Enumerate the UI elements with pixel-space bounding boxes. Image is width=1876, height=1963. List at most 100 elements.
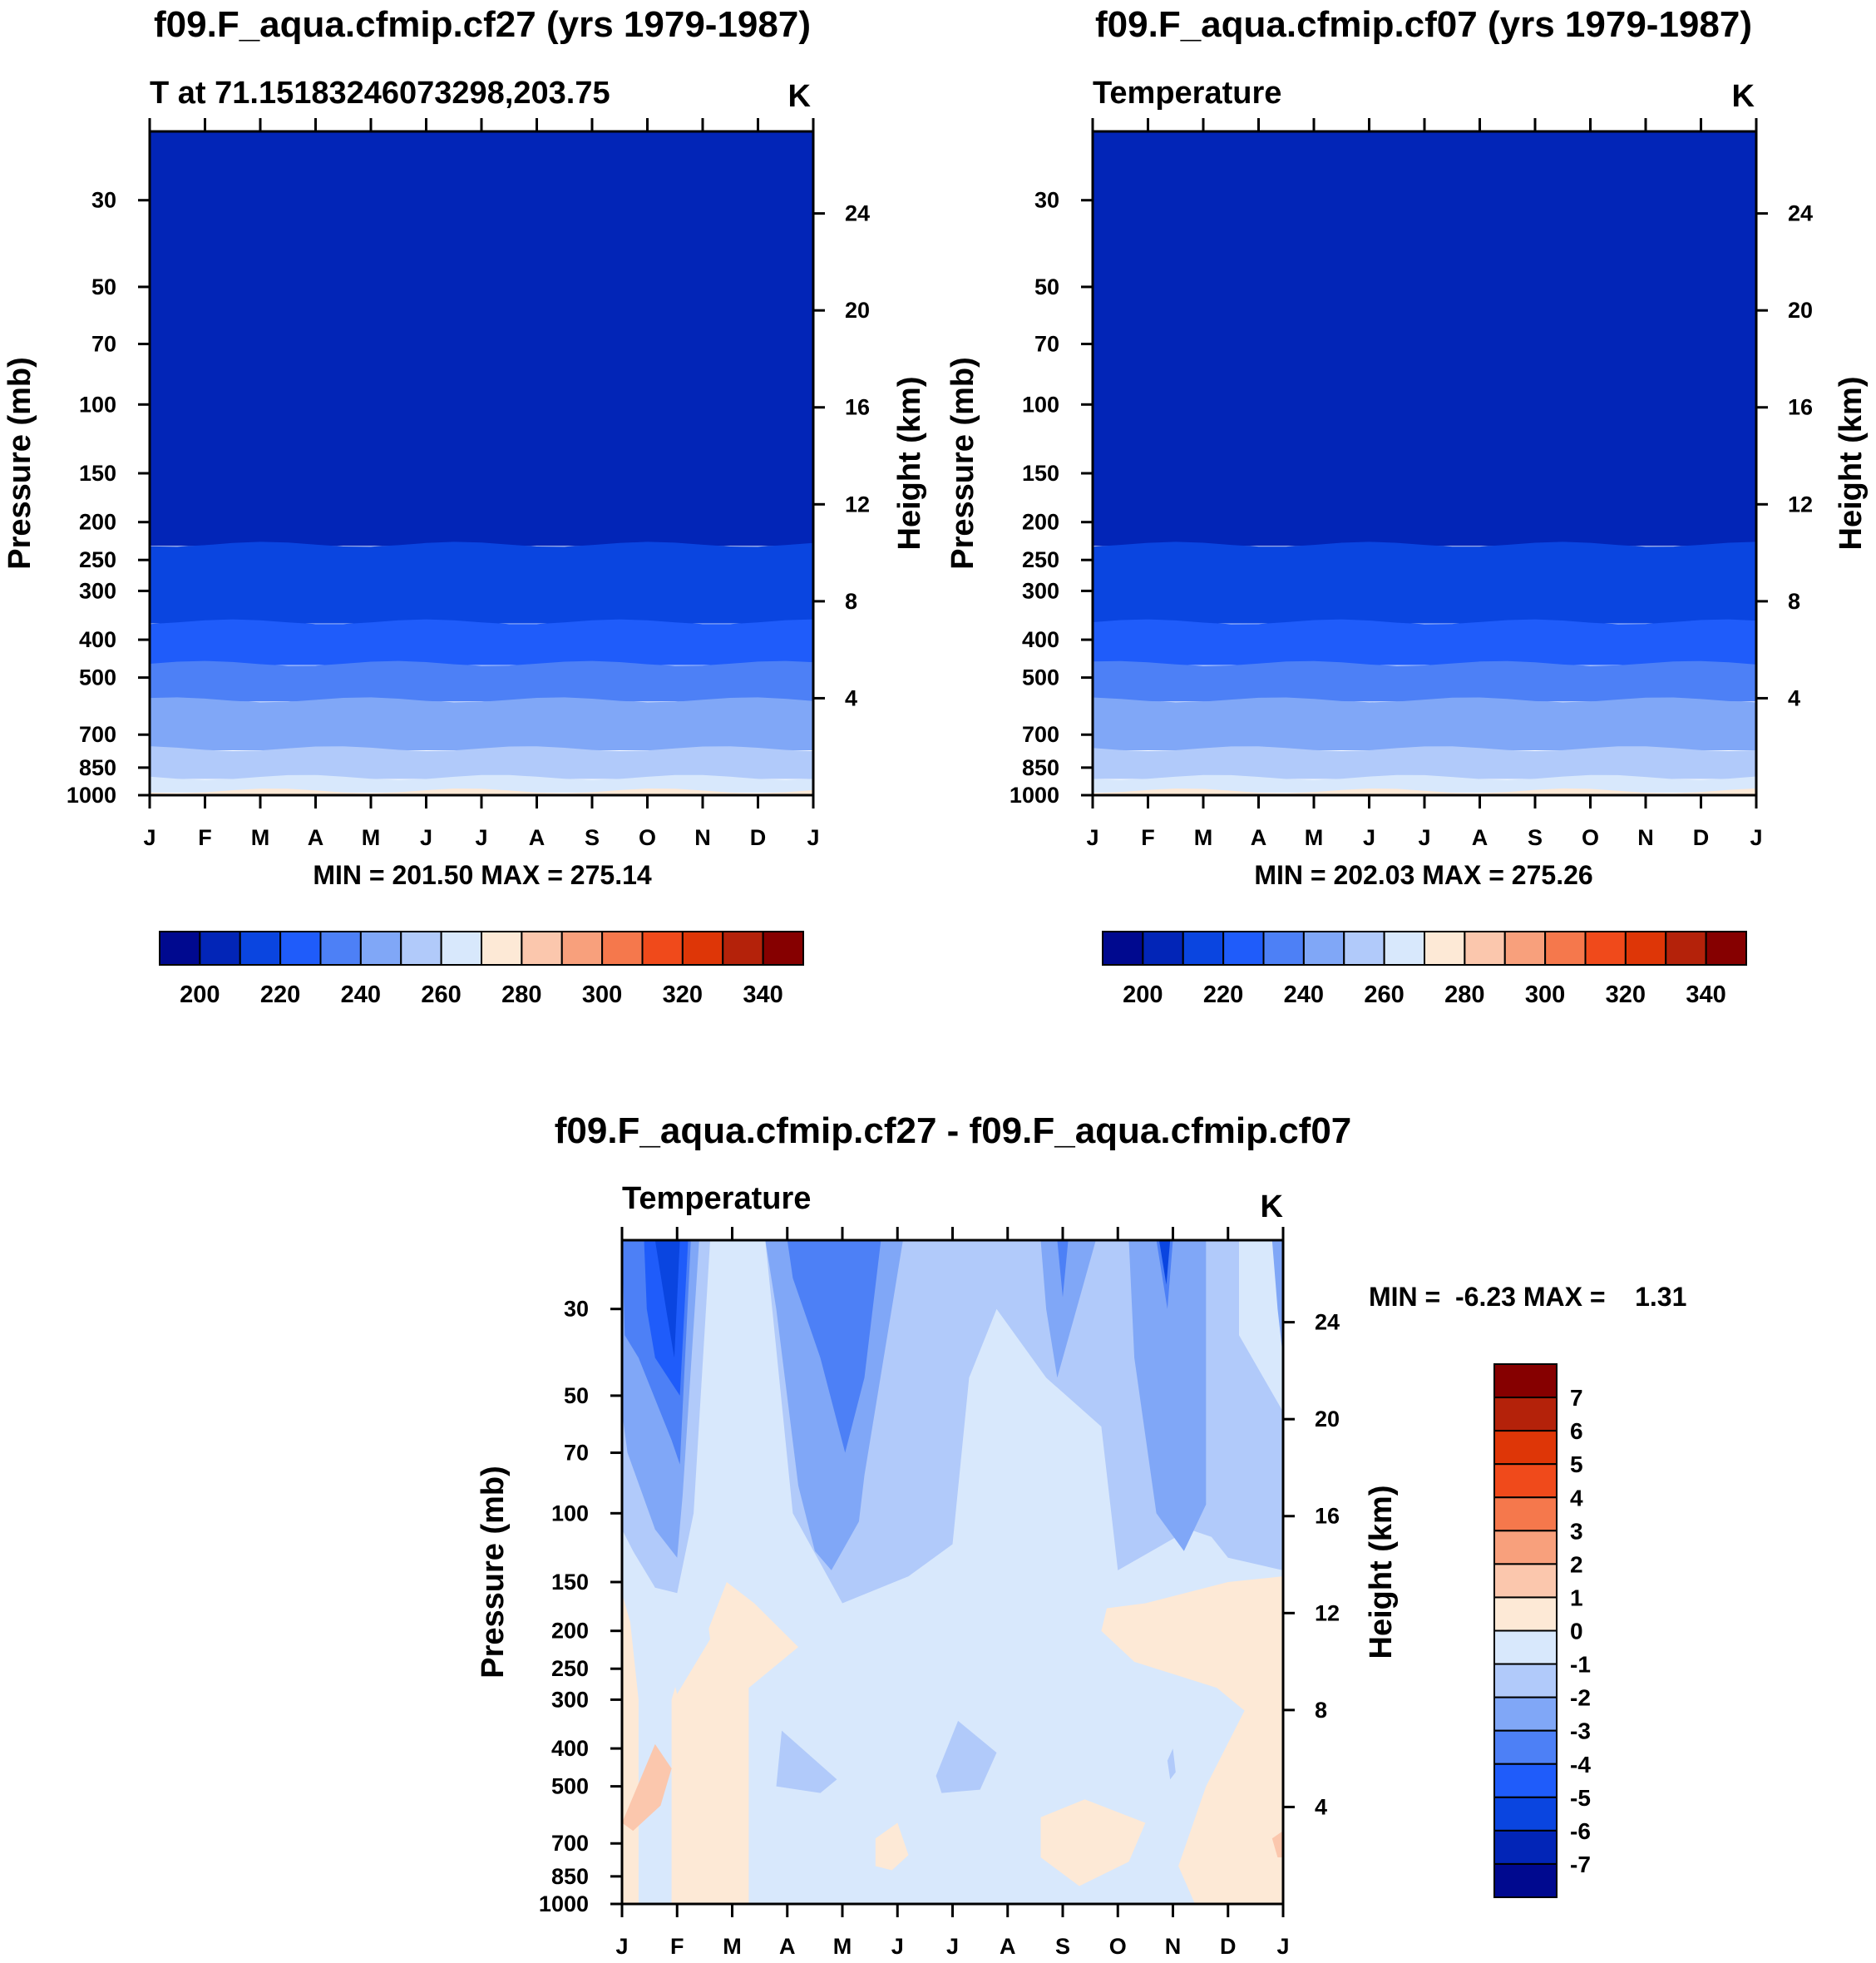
colorbar-box xyxy=(1102,931,1144,966)
y-tick-label: 300 xyxy=(1022,578,1059,603)
colorbar-label: 280 xyxy=(501,982,541,1008)
y-tick-label: 70 xyxy=(564,1441,589,1466)
x-tick-label: M xyxy=(833,1934,852,1959)
y-tick-label: 700 xyxy=(551,1831,589,1856)
contour-region--1.5 xyxy=(776,1730,837,1793)
colorbar-box xyxy=(1544,931,1587,966)
colorbar-label: -6 xyxy=(1570,1818,1591,1844)
x-tick-label: M xyxy=(1305,825,1324,850)
colorbar-label: 260 xyxy=(1364,982,1404,1008)
y-tick-label: 500 xyxy=(79,665,116,690)
x-tick-label: J xyxy=(1418,825,1430,850)
colorbar-box xyxy=(1493,1496,1558,1532)
contour-fill xyxy=(150,131,813,795)
height-tick-label: 12 xyxy=(1315,1600,1340,1625)
colorbar-label: 1 xyxy=(1570,1585,1583,1610)
colorbar-box xyxy=(1424,931,1466,966)
y-tick-label: 100 xyxy=(551,1501,589,1525)
x-tick-label: D xyxy=(1693,825,1710,850)
contour-region--5.5 xyxy=(654,1240,680,1358)
colorbar-label: 340 xyxy=(1686,982,1725,1008)
panel-cf07-title: f09.F_aqua.cfmip.cf07 (yrs 1979-1987) xyxy=(1095,4,1752,45)
colorbar-box xyxy=(1493,1796,1558,1832)
colorbar-label: 260 xyxy=(421,982,461,1008)
y-tick-label: 50 xyxy=(91,274,116,299)
height-tick-label: 16 xyxy=(1788,395,1813,420)
contour-region--2.5 xyxy=(1040,1240,1096,1378)
colorbar-label: -4 xyxy=(1570,1752,1591,1778)
y-tick-label: 1000 xyxy=(1010,783,1059,808)
x-tick-label: J xyxy=(143,825,156,850)
contour-band-235 xyxy=(1093,660,1756,702)
contour-region--3.5 xyxy=(1057,1240,1069,1298)
contour-region-0.5 xyxy=(875,1822,909,1871)
colorbar-label: -3 xyxy=(1570,1718,1591,1744)
contour-region--3.5 xyxy=(787,1240,881,1453)
colorbar-box xyxy=(1665,931,1707,966)
colorbar-box xyxy=(1464,931,1506,966)
colorbar-box xyxy=(1584,931,1627,966)
panel-difference-left-string: Temperature xyxy=(622,1181,811,1216)
x-tick-label: O xyxy=(1582,825,1599,850)
colorbar-box xyxy=(1493,1397,1558,1432)
y-tick-label: 400 xyxy=(1022,627,1059,652)
y-tick-label: 30 xyxy=(1034,188,1059,213)
contour-band-225 xyxy=(150,619,813,665)
colorbar-box xyxy=(481,931,523,966)
x-tick-label: S xyxy=(585,825,600,850)
y-tick-label: 70 xyxy=(91,332,116,357)
height-tick-label: 24 xyxy=(845,201,870,226)
contour-region-0.5 xyxy=(671,1582,798,1904)
colorbar-box xyxy=(641,931,684,966)
colorbar-label: -2 xyxy=(1570,1685,1591,1711)
colorbar-box xyxy=(722,931,764,966)
y-tick-label: 300 xyxy=(79,578,116,603)
panel-cf27-units: K xyxy=(788,79,812,114)
colorbar-label: 200 xyxy=(180,982,220,1008)
height-tick-label: 20 xyxy=(845,298,870,323)
x-tick-label: J xyxy=(946,1934,959,1959)
colorbar-box xyxy=(1493,1829,1558,1865)
height-tick-label: 24 xyxy=(1788,201,1813,226)
panel-cf27-left-string: T at 71.15183246073298,203.75 xyxy=(150,76,610,111)
contour-band-245 xyxy=(150,697,813,751)
x-tick-label: D xyxy=(750,825,767,850)
panel-difference-plot: J F M A M J J A S O N D J 30 50 70 100 150 200 250 300 400 500… xyxy=(539,1227,1340,1959)
x-tick-label: N xyxy=(1637,825,1654,850)
contour-band-275 xyxy=(1093,788,1756,795)
contour-band-255 xyxy=(150,746,813,779)
colorbar-box xyxy=(762,931,804,966)
x-tick-label: M xyxy=(723,1934,742,1959)
colorbar-label: 220 xyxy=(1203,982,1243,1008)
colorbar-label: 4 xyxy=(1570,1485,1583,1511)
x-tick-label: F xyxy=(1141,825,1155,850)
x-tick-label: A xyxy=(308,825,324,850)
contour-region-1.5 xyxy=(1271,1831,1283,1857)
colorbar-label: 220 xyxy=(260,982,300,1008)
y-tick-label: 30 xyxy=(91,188,116,213)
colorbar-box xyxy=(1493,1563,1558,1599)
y-tick-label: 400 xyxy=(79,627,116,652)
contour-band-215 xyxy=(150,541,813,624)
panel-cf27-colorbar: 200 220 240 260 280 300 320 340 xyxy=(159,931,804,1008)
colorbar-box xyxy=(159,931,201,966)
panel-cf07-plot: J F M A M J J A S O N D J 30 50 70 100 150 200 250 300 400 500… xyxy=(1010,118,1813,850)
y-tick-label: 850 xyxy=(1022,755,1059,780)
x-tick-label: J xyxy=(1086,825,1098,850)
height-tick-label: 24 xyxy=(1315,1310,1340,1335)
y-tick-label: 100 xyxy=(1022,392,1059,417)
colorbar-label: 240 xyxy=(1284,982,1324,1008)
contour-band-275 xyxy=(150,789,813,795)
contour-band-265 xyxy=(1093,774,1756,793)
panel-cf27-title: f09.F_aqua.cfmip.cf27 (yrs 1979-1987) xyxy=(154,4,811,45)
colorbar-box xyxy=(1142,931,1184,966)
panel-cf27-plot: J F M A M J J A S O N D J 30 50 70 100 150 200 250 300 400 500… xyxy=(67,118,870,850)
colorbar-label: 3 xyxy=(1570,1518,1583,1544)
contour-region--0.5 xyxy=(963,1357,1019,1432)
colorbar-box xyxy=(1493,1463,1558,1499)
colorbar-box xyxy=(1493,1629,1558,1665)
colorbar-label: 2 xyxy=(1570,1551,1583,1577)
panel-difference-units: K xyxy=(1261,1189,1284,1224)
y-tick-label: 50 xyxy=(564,1383,589,1408)
y-tick-label: 700 xyxy=(1022,722,1059,747)
